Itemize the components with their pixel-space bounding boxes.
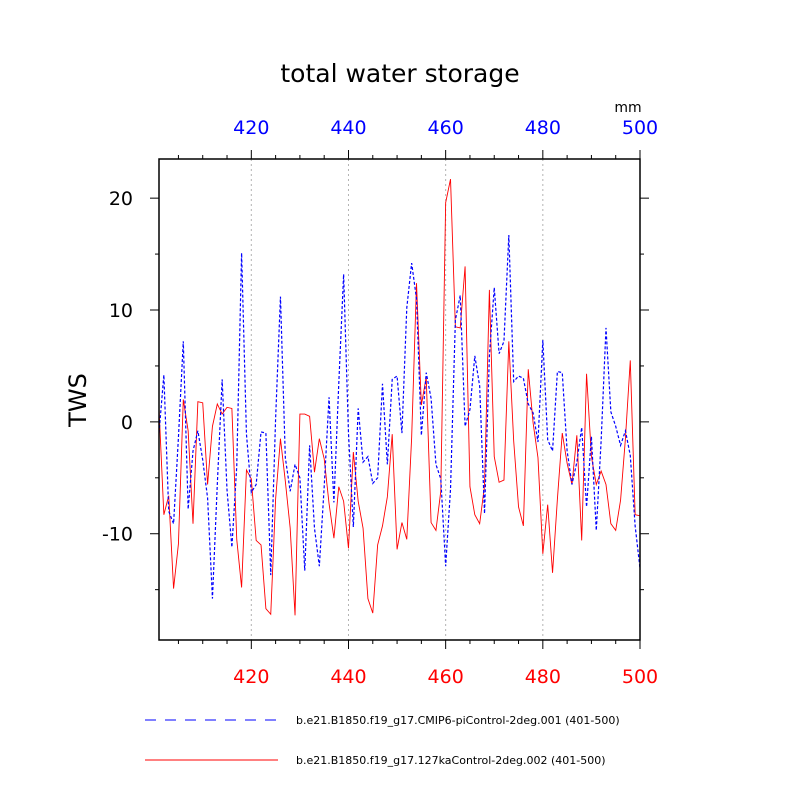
series-line-picontrol bbox=[159, 235, 640, 599]
x-tick-label-top-440: 440 bbox=[330, 117, 366, 139]
x-tick-label-top-460: 460 bbox=[428, 117, 464, 139]
legend-label-picontrol: b.e21.B1850.f19_g17.CMIP6-piControl-2deg… bbox=[296, 714, 620, 727]
x-tick-label-top-500: 500 bbox=[622, 117, 658, 139]
y-tick-label--10: -10 bbox=[102, 524, 133, 546]
y-tick-label-10: 10 bbox=[109, 300, 133, 322]
y-tick-label-0: 0 bbox=[121, 412, 133, 434]
y-axis-label: TWS bbox=[64, 373, 92, 428]
y-tick-label-20: 20 bbox=[109, 188, 133, 210]
legend: b.e21.B1850.f19_g17.CMIP6-piControl-2deg… bbox=[145, 714, 620, 767]
gridlines bbox=[250, 159, 544, 640]
legend-label-127ka: b.e21.B1850.f19_g17.127kaControl-2deg.00… bbox=[296, 754, 606, 767]
series-layer bbox=[159, 179, 640, 616]
x-tick-label-top-420: 420 bbox=[233, 117, 269, 139]
plot-frame bbox=[158, 158, 641, 641]
x-tick-label-bottom-480: 480 bbox=[525, 666, 561, 688]
units-label: mm bbox=[614, 100, 641, 116]
x-tick-label-bottom-420: 420 bbox=[233, 666, 269, 688]
chart-title: total water storage bbox=[280, 59, 519, 88]
x-tick-label-bottom-440: 440 bbox=[330, 666, 366, 688]
x-tick-label-top-480: 480 bbox=[525, 117, 561, 139]
tick-labels: 420 420 440 440 460 460 480 480 500 500 -10 0 10 20 bbox=[102, 117, 658, 688]
series-line-127ka bbox=[159, 179, 640, 616]
x-tick-label-bottom-460: 460 bbox=[428, 666, 464, 688]
x-tick-label-bottom-500: 500 bbox=[622, 666, 658, 688]
